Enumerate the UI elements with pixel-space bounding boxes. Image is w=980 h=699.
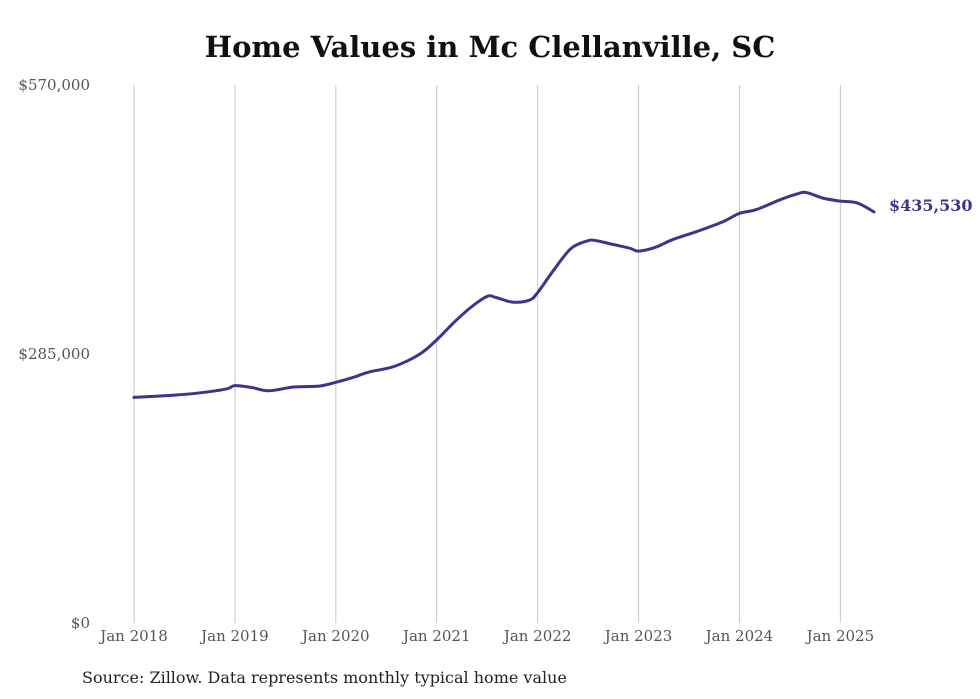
source-note: Source: Zillow. Data represents monthly … — [82, 668, 567, 687]
data-point — [536, 291, 539, 294]
data-point — [570, 247, 573, 250]
y-axis-ticks: $0 $285,000 $570,000 — [18, 76, 90, 632]
x-tick-label: Jan 2020 — [300, 627, 370, 645]
data-point — [250, 386, 253, 389]
data-point — [822, 197, 825, 200]
data-point — [318, 385, 321, 388]
data-point — [149, 395, 152, 398]
data-point — [721, 220, 724, 223]
x-tick-label: Jan 2022 — [502, 627, 572, 645]
data-point — [393, 365, 396, 368]
data-point — [797, 192, 800, 195]
data-point — [486, 295, 489, 298]
data-point — [351, 376, 354, 379]
data-point — [528, 299, 531, 302]
chart-title: Home Values in Mc Clellanville, SC — [204, 30, 776, 64]
data-point — [511, 301, 514, 304]
end-value-label: $435,530 — [889, 196, 973, 215]
data-point — [233, 384, 236, 387]
data-point — [637, 250, 640, 253]
x-tick-label: Jan 2025 — [805, 627, 875, 645]
data-point — [368, 370, 371, 373]
data-point — [292, 386, 295, 389]
data-point — [856, 201, 859, 204]
data-point — [469, 306, 472, 309]
data-point — [671, 238, 674, 241]
data-point — [696, 230, 699, 233]
data-point — [553, 268, 556, 271]
data-point — [334, 381, 337, 384]
data-point — [738, 212, 741, 215]
data-point — [595, 239, 598, 242]
data-point — [629, 247, 632, 250]
data-point — [780, 198, 783, 201]
x-tick-label: Jan 2024 — [704, 627, 774, 645]
data-point — [873, 210, 876, 213]
data-point — [267, 389, 270, 392]
data-point — [200, 391, 203, 394]
data-point — [654, 246, 657, 249]
data-point — [175, 394, 178, 397]
y-tick-label: $0 — [71, 614, 90, 632]
data-point — [452, 321, 455, 324]
data-point — [225, 387, 228, 390]
data-point — [587, 239, 590, 242]
x-tick-label: Jan 2018 — [98, 627, 168, 645]
y-tick-label: $570,000 — [18, 76, 90, 94]
data-point — [418, 353, 421, 356]
data-point — [755, 208, 758, 211]
data-point — [133, 396, 136, 399]
data-point — [839, 200, 842, 203]
gridlines — [133, 85, 841, 623]
y-tick-label: $285,000 — [18, 345, 90, 363]
x-tick-label: Jan 2021 — [401, 627, 471, 645]
data-point — [612, 243, 615, 246]
x-tick-label: Jan 2019 — [199, 627, 269, 645]
data-points — [133, 191, 876, 399]
data-point — [494, 296, 497, 299]
x-tick-label: Jan 2023 — [603, 627, 673, 645]
data-point — [435, 338, 438, 341]
x-axis-ticks: Jan 2018 Jan 2019 Jan 2020 Jan 2021 Jan 2022… — [98, 627, 874, 645]
home-value-line — [132, 190, 876, 399]
data-point — [805, 191, 808, 194]
